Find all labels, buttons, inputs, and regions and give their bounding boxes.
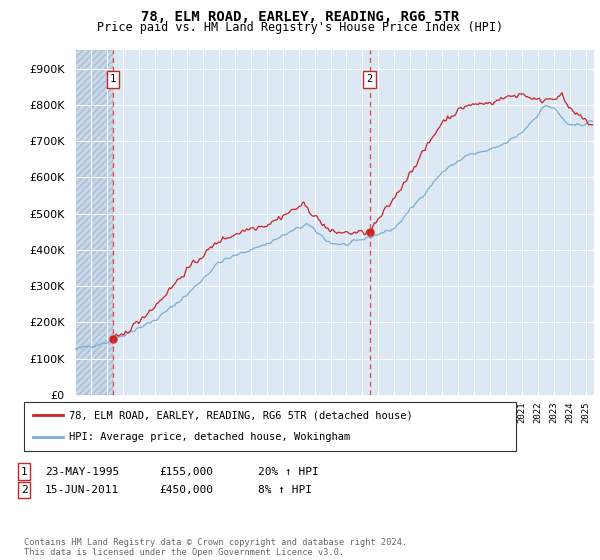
Text: 23-MAY-1995: 23-MAY-1995: [45, 466, 119, 477]
Text: 15-JUN-2011: 15-JUN-2011: [45, 485, 119, 495]
Text: 8% ↑ HPI: 8% ↑ HPI: [258, 485, 312, 495]
Text: 78, ELM ROAD, EARLEY, READING, RG6 5TR: 78, ELM ROAD, EARLEY, READING, RG6 5TR: [141, 10, 459, 24]
Text: Price paid vs. HM Land Registry's House Price Index (HPI): Price paid vs. HM Land Registry's House …: [97, 21, 503, 34]
Text: £450,000: £450,000: [159, 485, 213, 495]
Text: 2: 2: [367, 74, 373, 85]
Text: HPI: Average price, detached house, Wokingham: HPI: Average price, detached house, Woki…: [69, 432, 350, 442]
Text: 2: 2: [20, 485, 28, 495]
Text: 1: 1: [110, 74, 116, 85]
Text: Contains HM Land Registry data © Crown copyright and database right 2024.
This d: Contains HM Land Registry data © Crown c…: [24, 538, 407, 557]
Text: 1: 1: [20, 466, 28, 477]
Text: 78, ELM ROAD, EARLEY, READING, RG6 5TR (detached house): 78, ELM ROAD, EARLEY, READING, RG6 5TR (…: [69, 410, 413, 421]
Text: 20% ↑ HPI: 20% ↑ HPI: [258, 466, 319, 477]
Text: £155,000: £155,000: [159, 466, 213, 477]
